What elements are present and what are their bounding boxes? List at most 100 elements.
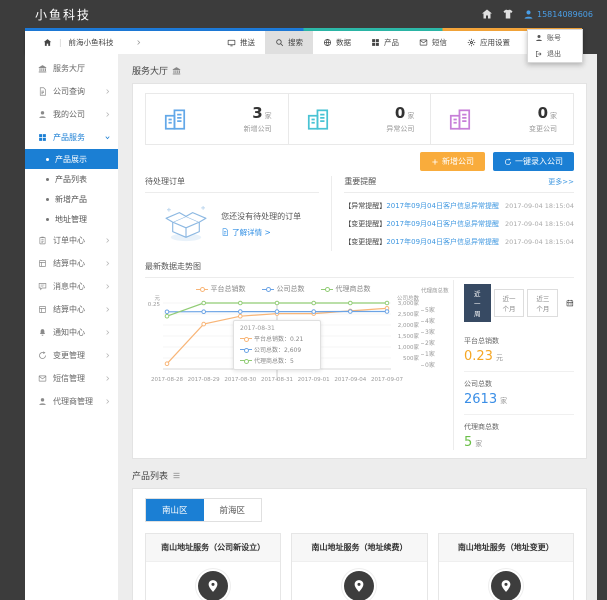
content: 服务大厅 公司查询 我的公司 产品服务 产品展示 产品列表 新增产品 地址管理 … <box>25 54 597 600</box>
sidebar-item-order-center[interactable]: 订单中心 <box>25 229 118 252</box>
range-month-button[interactable]: 近一个月 <box>493 289 525 317</box>
agent-axis-ticks: 5家 4家 3家 2家 1家 0家 <box>421 305 453 369</box>
stats-row: 3 家新增公司 0 家异常公司 0 家变更公司 <box>145 93 574 145</box>
menu-item-logout[interactable]: 退出 <box>528 46 582 62</box>
site-breadcrumb[interactable]: | 前海小鱼科技 <box>43 31 142 54</box>
reminder-time: 2017-09-04 18:15:04 <box>504 238 574 246</box>
sidebar-item-product-service[interactable]: 产品服务 <box>25 126 118 149</box>
stat-label: 新增公司 <box>243 125 272 133</box>
legend-item[interactable]: 代理商总数 <box>320 285 371 293</box>
chevron-right-icon[interactable] <box>135 39 142 46</box>
calendar-icon[interactable] <box>566 297 574 309</box>
sidebar-item-my-company[interactable]: 我的公司 <box>25 103 118 126</box>
bullet <box>46 217 49 221</box>
middle-columns: 待处理订单 您还没有待处理的订单 了解详情 > 重要提醒 更多>> 【异常提醒】 2… <box>145 176 574 251</box>
range-week-button[interactable]: 近一周 <box>464 284 491 322</box>
chart-legend: 平台总销数 公司总数 代理商总数 <box>145 280 421 293</box>
sidebar-item-settle-center-2[interactable]: 结算中心 <box>25 298 118 321</box>
user-menu-trigger[interactable]: 15814089606 <box>523 9 593 20</box>
agent-axis: 代理商总数 5家 4家 3家 2家 1家 0家 <box>421 280 453 450</box>
nav-item-product[interactable]: 产品 <box>361 31 409 54</box>
menu-item-account[interactable]: 账号 <box>528 30 582 46</box>
ledger-icon <box>38 305 47 314</box>
chevron-right-icon <box>104 111 111 118</box>
bullet <box>46 157 49 161</box>
learn-more-link[interactable]: 了解详情 > <box>221 227 301 238</box>
home-icon <box>43 38 52 47</box>
home-icon[interactable] <box>481 8 493 20</box>
section-title: 重要提醒 <box>344 177 377 186</box>
location-pin-icon <box>344 571 375 600</box>
sidebar-item-agent-manage[interactable]: 代理商管理 <box>25 390 118 413</box>
user-icon <box>38 110 47 119</box>
sidebar-subitem-new-product[interactable]: 新增产品 <box>25 189 118 209</box>
svg-text:3,000家: 3,000家 <box>398 299 420 307</box>
tab-nanshan[interactable]: 南山区 <box>146 499 204 521</box>
product-card-address-renew: 南山地址服务（地址续费） 南山地址服务（地址续费） 为您的企业注册地址续费服务。… <box>291 533 428 600</box>
sidebar-item-message-center[interactable]: 消息中心 <box>25 275 118 298</box>
chart-title: 最新数据走势图 <box>145 262 201 271</box>
card-title: 南山地址服务（地址续费） <box>292 534 427 562</box>
mall-icon[interactable] <box>502 8 514 20</box>
legend-item[interactable]: 平台总销数 <box>195 285 246 293</box>
chevron-right-icon <box>104 237 111 244</box>
district-tabs: 南山区 前海区 <box>145 498 263 522</box>
chart-area[interactable]: 平台总销数 公司总数 代理商总数 2017-08-28 2017-08-29 201… <box>145 280 421 450</box>
svg-text:2017-09-07: 2017-09-07 <box>371 377 403 383</box>
nav-item-data[interactable]: 数据 <box>313 31 361 54</box>
chevron-right-icon <box>104 306 111 313</box>
main-area: 服务大厅 3 家新增公司 0 家异常公司 0 家变更公司 新增公司 一键录入公司 <box>118 54 597 600</box>
nav-item-search[interactable]: 搜索 <box>265 31 313 54</box>
sidebar-item-settle-center[interactable]: 结算中心 <box>25 252 118 275</box>
user-icon <box>535 34 543 42</box>
stat-value: 0 <box>394 104 406 122</box>
svg-text:元: 元 <box>154 295 160 302</box>
stat-changed-companies: 0 家变更公司 <box>430 94 573 144</box>
reminder-item: 【变更提醒】 2017年09月04日客户信息异常提醒 2017-09-04 18:1… <box>344 238 574 246</box>
nav-item-app-settings[interactable]: 应用设置 <box>457 31 520 54</box>
chevron-right-icon <box>104 88 111 95</box>
more-link[interactable]: 更多>> <box>548 177 574 186</box>
user-phone: 15814089606 <box>537 9 593 19</box>
legend-item[interactable]: 公司总数 <box>261 285 305 293</box>
logout-icon <box>535 50 543 58</box>
summary-company-total: 公司总数 2613 家 <box>464 371 574 407</box>
tv-icon <box>227 38 236 47</box>
chat-bubble-icon <box>38 282 47 291</box>
reminder-link[interactable]: 2017年09月04日客户信息异常提醒 <box>386 202 499 210</box>
trend-line-chart[interactable]: 2017-08-28 2017-08-29 2017-08-30 2017-08-31… <box>145 293 421 385</box>
nav-item-push[interactable]: 推送 <box>217 31 265 54</box>
sidebar-item-change-manage[interactable]: 变更管理 <box>25 344 118 367</box>
range-quarter-button[interactable]: 近三个月 <box>527 289 559 317</box>
clipboard-icon <box>38 236 47 245</box>
add-company-button[interactable]: 新增公司 <box>420 152 485 171</box>
nav-item-sms[interactable]: 短信 <box>409 31 457 54</box>
quick-entry-button[interactable]: 一键录入公司 <box>493 152 574 171</box>
product-cards: 南山地址服务（公司新设立） 南山地址服务（公司新设立） 新注册公司以及经营地址打… <box>145 533 574 600</box>
svg-text:公司总数: 公司总数 <box>397 294 420 302</box>
reminder-link[interactable]: 2017年09月04日客户信息异常提醒 <box>386 220 499 228</box>
topbar-right: 15814089606 <box>481 8 593 20</box>
nav-accent-strip <box>25 28 582 31</box>
bullet <box>46 197 49 201</box>
page-title: 服务大厅 <box>132 64 587 77</box>
sidebar-item-sms-manage[interactable]: 短信管理 <box>25 367 118 390</box>
sidebar-subitem-address-manage[interactable]: 地址管理 <box>25 209 118 229</box>
tab-qianhai[interactable]: 前海区 <box>203 499 262 521</box>
navbar: | 前海小鱼科技 推送 搜索 数据 产品 短信 应用设置 <box>25 28 582 54</box>
summary-agent-total: 代理商总数 5 家 <box>464 414 574 450</box>
plus-icon <box>431 158 439 166</box>
sidebar-subitem-product-list[interactable]: 产品列表 <box>25 169 118 189</box>
user-icon <box>523 9 534 20</box>
svg-text:2017-08-31: 2017-08-31 <box>261 377 293 383</box>
list-icon <box>172 471 181 480</box>
stat-value: 3 <box>252 104 263 122</box>
sidebar-subitem-product-show[interactable]: 产品展示 <box>25 149 118 169</box>
sidebar-item-service-hall[interactable]: 服务大厅 <box>25 57 118 80</box>
range-buttons: 近一周 近一个月 近三个月 <box>464 284 574 322</box>
chevron-right-icon <box>104 260 111 267</box>
sidebar-item-notify-center[interactable]: 通知中心 <box>25 321 118 344</box>
sidebar-item-company-query[interactable]: 公司查询 <box>25 80 118 103</box>
building-icon <box>162 106 188 132</box>
reminder-link[interactable]: 2017年09月04日客户信息异常提醒 <box>386 238 499 246</box>
